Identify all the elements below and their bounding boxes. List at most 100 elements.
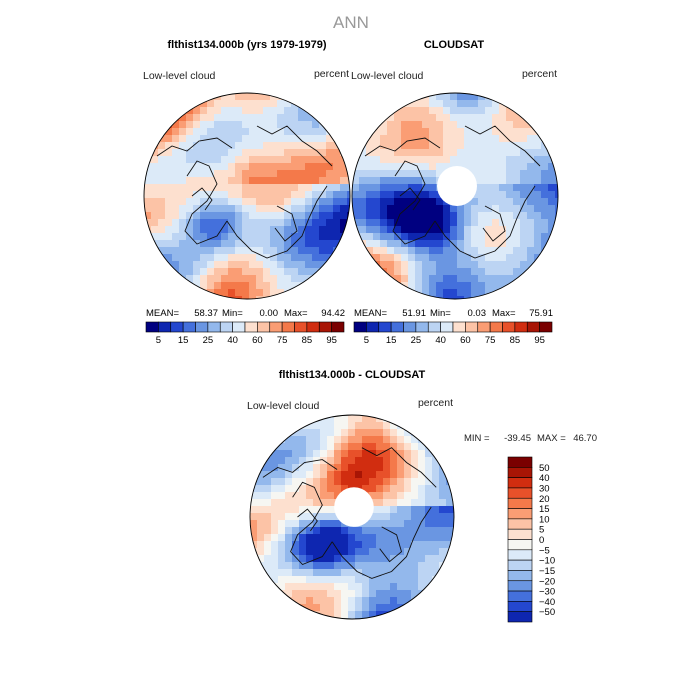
heatmap-cell <box>401 219 409 227</box>
heatmap-cell <box>443 282 451 290</box>
heatmap-cell <box>270 198 278 206</box>
heatmap-cell <box>299 443 307 451</box>
heatmap-cell <box>256 170 264 178</box>
heatmap-cell <box>348 443 356 451</box>
heatmap-cell <box>362 485 370 493</box>
heatmap-cell <box>506 184 514 192</box>
heatmap-cell <box>186 268 194 276</box>
heatmap-cell <box>373 219 381 227</box>
heatmap-cell <box>408 261 416 269</box>
no-data-hole <box>334 487 374 527</box>
heatmap-cell <box>186 212 194 220</box>
heatmap-cell <box>214 114 222 122</box>
heatmap-cell <box>492 184 500 192</box>
heatmap-cell <box>492 254 500 262</box>
heatmap-cell <box>478 121 486 129</box>
heatmap-cell <box>390 464 398 472</box>
heatmap-cell <box>256 268 264 276</box>
heatmap-cell <box>271 499 279 507</box>
heatmap-cell <box>432 492 440 500</box>
heatmap-cell <box>373 184 381 192</box>
heatmap-cell <box>200 226 208 234</box>
heatmap-cell <box>432 485 440 493</box>
heatmap-cell <box>355 457 363 465</box>
heatmap-cell <box>541 226 549 234</box>
heatmap-cell <box>548 170 556 178</box>
heatmap-cell <box>450 212 458 220</box>
heatmap-cell <box>485 114 493 122</box>
heatmap-cell <box>443 289 451 297</box>
heatmap-cell <box>401 128 409 136</box>
polar-map-model <box>143 92 351 300</box>
heatmap-cell <box>319 233 327 241</box>
heatmap-cell <box>390 485 398 493</box>
heatmap-cell <box>151 205 159 213</box>
heatmap-cell <box>249 135 257 143</box>
heatmap-cell <box>422 212 430 220</box>
heatmap-cell <box>394 240 402 248</box>
heatmap-cell <box>319 177 327 185</box>
heatmap-cell <box>291 247 299 255</box>
heatmap-cell <box>450 275 458 283</box>
heatmap-cell <box>436 107 444 115</box>
heatmap-cell <box>235 261 243 269</box>
heatmap-cell <box>373 198 381 206</box>
heatmap-cell <box>348 597 356 605</box>
heatmap-cell <box>499 177 507 185</box>
heatmap-cell <box>355 415 363 423</box>
heatmap-cell <box>193 114 201 122</box>
heatmap-cell <box>242 219 250 227</box>
heatmap-cell <box>387 205 395 213</box>
heatmap-cell <box>313 576 321 584</box>
heatmap-cell <box>299 569 307 577</box>
heatmap-cell <box>292 436 300 444</box>
heatmap-cell <box>478 100 486 108</box>
colorbar-tick-label: 60 <box>460 335 471 346</box>
heatmap-cell <box>299 520 307 528</box>
heatmap-cell <box>312 247 320 255</box>
heatmap-cell <box>312 268 320 276</box>
heatmap-cell <box>390 436 398 444</box>
heatmap-cell <box>271 450 279 458</box>
heatmap-cell <box>541 184 549 192</box>
heatmap-cell <box>299 429 307 437</box>
heatmap-cell <box>270 254 278 262</box>
heatmap-cell <box>165 247 173 255</box>
heatmap-cell <box>373 128 381 136</box>
heatmap-cell <box>555 191 558 199</box>
heatmap-cell <box>270 156 278 164</box>
heatmap-cell <box>214 268 222 276</box>
heatmap-cell <box>376 520 384 528</box>
heatmap-cell <box>172 163 180 171</box>
heatmap-cell <box>383 436 391 444</box>
heatmap-cell <box>292 492 300 500</box>
heatmap-cell <box>534 142 542 150</box>
heatmap-cell <box>432 527 440 535</box>
heatmap-cell <box>404 541 412 549</box>
heatmap-cell <box>327 506 335 514</box>
heatmap-cell <box>256 142 264 150</box>
heatmap-cell <box>401 177 409 185</box>
heatmap-cell <box>299 583 307 591</box>
heatmap-cell <box>397 569 405 577</box>
heatmap-cell <box>172 240 180 248</box>
heatmap-cell <box>172 177 180 185</box>
heatmap-cell <box>263 233 271 241</box>
heatmap-cell <box>464 296 472 299</box>
heatmap-cell <box>144 184 152 192</box>
heatmap-cell <box>165 198 173 206</box>
heatmap-cell <box>235 247 243 255</box>
heatmap-cell <box>249 149 257 157</box>
heatmap-cell <box>292 499 300 507</box>
heatmap-cell <box>278 478 286 486</box>
heatmap-cell <box>165 177 173 185</box>
heatmap-cell <box>404 548 412 556</box>
heatmap-cell <box>376 597 384 605</box>
heatmap-cell <box>499 268 507 276</box>
heatmap-cell <box>485 240 493 248</box>
heatmap-cell <box>513 121 521 129</box>
heatmap-cell <box>270 240 278 248</box>
heatmap-cell <box>376 457 384 465</box>
heatmap-cell <box>355 562 363 570</box>
heatmap-cell <box>520 177 528 185</box>
